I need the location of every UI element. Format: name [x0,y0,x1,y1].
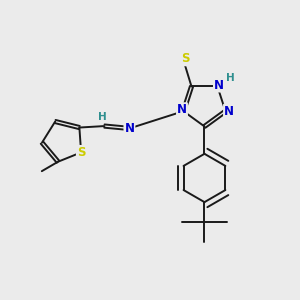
Text: N: N [224,105,234,118]
Text: N: N [124,122,134,135]
Text: H: H [98,112,106,122]
Text: N: N [214,79,224,92]
Text: S: S [77,146,85,159]
Text: N: N [177,103,187,116]
Text: S: S [181,52,189,65]
Text: H: H [226,73,235,83]
